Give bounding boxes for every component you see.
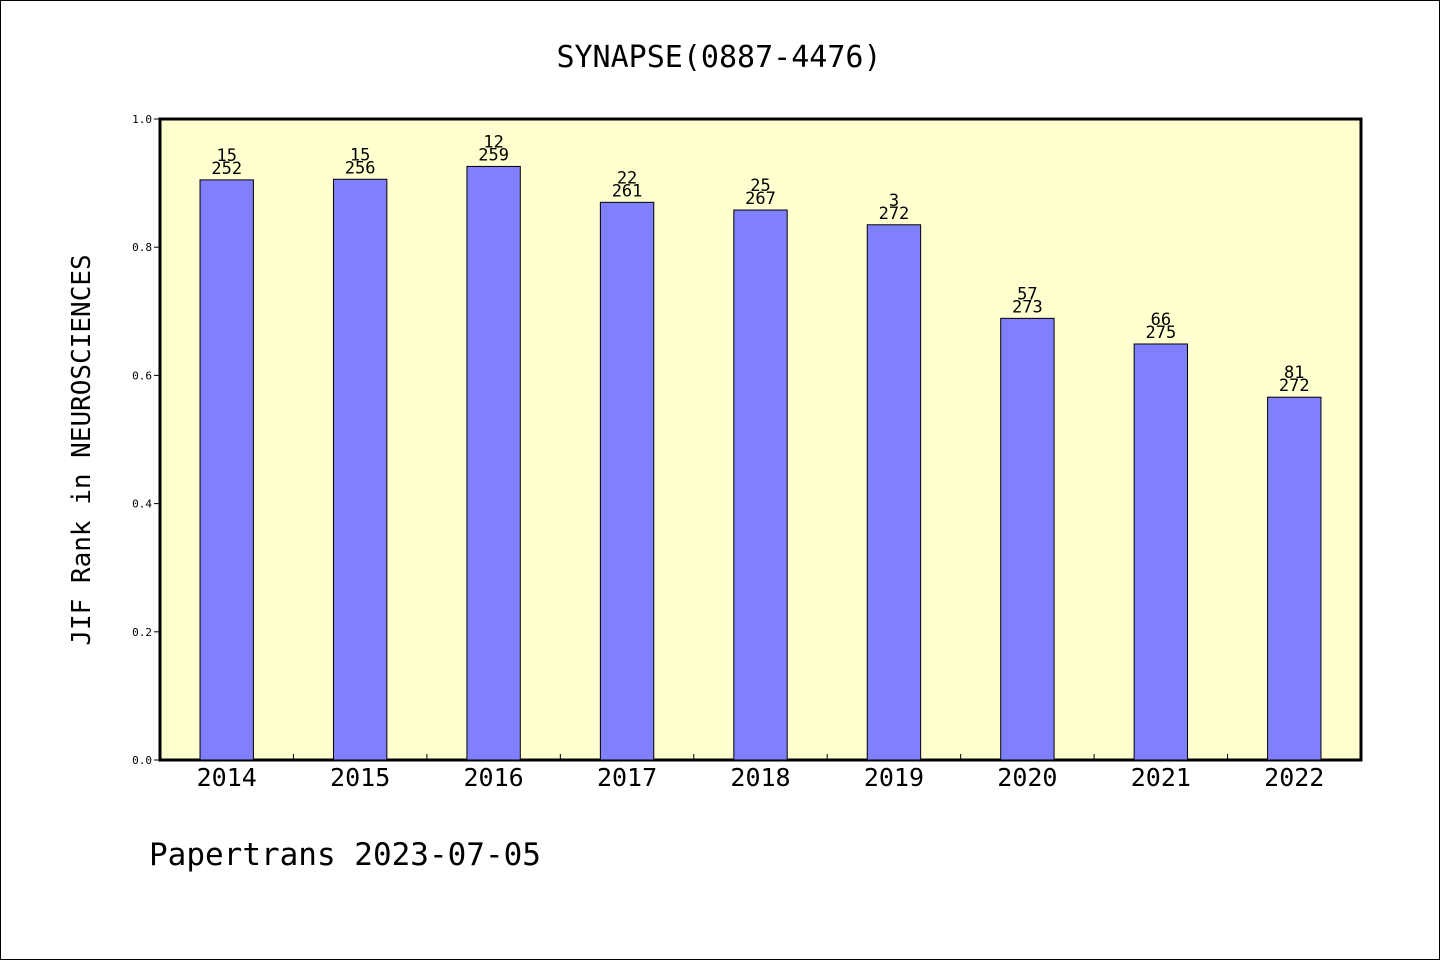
bar — [1267, 396, 1322, 761]
bar — [733, 209, 788, 761]
y-tick-label: 0.6 — [132, 369, 152, 382]
x-tick-label: 2014 — [197, 763, 257, 792]
bar-rank-label: 66 — [1151, 310, 1171, 330]
bar — [1133, 343, 1189, 761]
x-tick-label: 2020 — [997, 763, 1057, 792]
x-tick-label: 2021 — [1131, 763, 1191, 792]
y-axis-label: JIF Rank in NEUROSCIENCES — [67, 254, 97, 645]
bar-total-label: 259 — [478, 145, 509, 165]
bar-rank-label: 81 — [1284, 363, 1304, 383]
bar — [466, 165, 521, 761]
footer-credit: Papertrans 2023-07-05 — [149, 837, 541, 873]
y-tick-label: 0.8 — [132, 241, 152, 254]
y-tick-label: 1.0 — [132, 113, 152, 126]
bar — [866, 224, 922, 761]
bar-total-label: 252 — [211, 159, 242, 179]
bar-rank-label: 3 — [889, 191, 899, 211]
x-tick-label: 2016 — [464, 763, 524, 792]
x-tick-label: 2018 — [730, 763, 790, 792]
x-tick-label: 2015 — [330, 763, 390, 792]
bar-total-label: 272 — [1279, 376, 1310, 396]
bar-rank-label: 12 — [483, 132, 503, 152]
x-axis: 2014 2015 2016 2017 2018 2019 2020 2021 2022 — [197, 754, 1324, 792]
bar — [199, 179, 254, 761]
bar-total-label: 272 — [879, 204, 910, 224]
y-tick-label: 0.0 — [132, 754, 152, 767]
bar — [332, 178, 388, 761]
bar — [599, 201, 655, 761]
bar-total-label: 256 — [345, 158, 376, 178]
y-tick-label: 0.2 — [132, 626, 152, 639]
x-tick-label: 2022 — [1264, 763, 1324, 792]
bar-total-label: 261 — [612, 181, 643, 201]
bar-rank-label: 15 — [350, 145, 370, 165]
bar-total-label: 275 — [1145, 323, 1176, 343]
bar-total-label: 267 — [745, 189, 776, 209]
bar-rank-label: 15 — [216, 146, 236, 166]
bar-rank-label: 25 — [750, 176, 770, 196]
chart-title: SYNAPSE(0887-4476) — [556, 40, 881, 75]
x-tick-label: 2017 — [597, 763, 657, 792]
bar — [1000, 317, 1055, 761]
bar-rank-label: 57 — [1017, 284, 1037, 304]
bar-rank-label: 22 — [617, 168, 637, 188]
y-axis: 0.0 0.2 0.4 0.6 0.8 1.0 — [132, 113, 160, 767]
y-tick-label: 0.4 — [132, 498, 152, 511]
bar-series — [199, 165, 1322, 761]
bar-total-label: 273 — [1012, 297, 1043, 317]
x-tick-label: 2019 — [864, 763, 924, 792]
